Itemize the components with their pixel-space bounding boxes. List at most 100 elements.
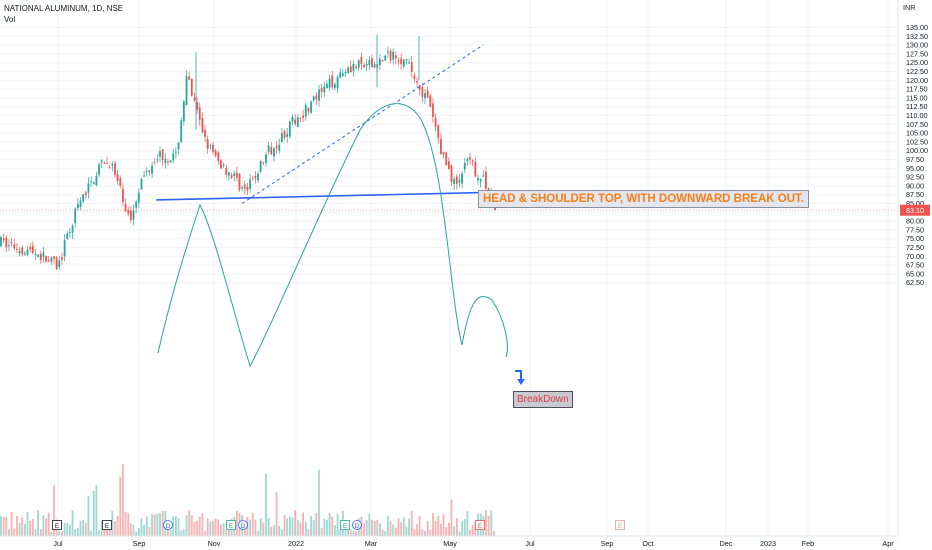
candle-body: [445, 152, 448, 166]
arrow-head-icon: [517, 379, 525, 385]
candle-body: [418, 85, 421, 90]
candle-body: [479, 179, 482, 182]
volume-bar: [442, 514, 445, 536]
volume-bar: [61, 531, 63, 536]
y-tick-label: 130.00: [906, 41, 928, 50]
candle-body: [0, 237, 2, 247]
candle-body: [320, 87, 323, 92]
candle-body: [373, 64, 376, 68]
volume-bar: [76, 527, 79, 536]
candle-body: [241, 186, 244, 189]
candle-body: [47, 260, 50, 262]
candle-body: [106, 163, 108, 165]
volume-bar: [363, 523, 365, 536]
candle-body: [164, 158, 167, 164]
candle-body: [172, 153, 175, 161]
candle-body: [206, 139, 209, 149]
volume-bar: [493, 531, 495, 536]
candle-body: [235, 172, 238, 178]
volume-bar: [408, 518, 410, 536]
candle-body: [5, 237, 8, 248]
candle-body: [122, 188, 124, 202]
candle-body: [111, 164, 114, 166]
volume-bar: [79, 520, 82, 536]
y-tick-label: 97.50: [906, 155, 924, 164]
svg-text:D: D: [355, 523, 360, 530]
volume-bar: [349, 529, 352, 536]
volume-bar: [98, 530, 100, 536]
candle-body: [251, 178, 254, 180]
volume-bar: [424, 531, 426, 536]
candle-body: [135, 201, 138, 208]
y-tick-label: 67.50: [906, 261, 924, 270]
volume-bar: [243, 525, 246, 536]
volume-bar: [485, 510, 487, 536]
candle-body: [34, 253, 37, 255]
candle-body: [182, 101, 185, 122]
volume-bar: [440, 524, 442, 536]
x-tick-label: 2022: [288, 539, 304, 548]
volume-bar: [275, 492, 278, 536]
volume-bar: [45, 518, 47, 536]
volume-label: Vol: [4, 15, 16, 24]
candle-body: [405, 59, 408, 61]
candle-body: [379, 58, 381, 65]
volume-bar: [299, 522, 302, 536]
volume-bar: [111, 510, 114, 536]
volume-bar: [397, 518, 400, 536]
volume-bar: [469, 529, 471, 536]
candle-body: [21, 247, 24, 255]
candle-body: [82, 194, 85, 202]
y-tick-label: 122.50: [906, 67, 928, 76]
time-axis[interactable]: Jul Sep Nov 2022 Mar May Jul Sep Oct Dec 2023 Feb Ap…: [53, 539, 894, 548]
candle-body: [410, 62, 413, 72]
y-tick-label: 105.00: [906, 129, 928, 138]
volume-bar: [434, 520, 437, 536]
candle-body: [275, 146, 278, 149]
volume-bar: [331, 516, 334, 536]
candle-body: [230, 175, 233, 178]
volume-bar: [225, 529, 228, 536]
y-tick-label: 107.50: [906, 120, 928, 129]
y-tick-label: 117.50: [906, 85, 927, 94]
candle-body: [461, 173, 463, 184]
candle-body: [145, 171, 148, 173]
candle-body: [402, 59, 405, 67]
earnings-e-icon: E: [615, 520, 625, 530]
volume-bar: [490, 510, 493, 536]
volume-bar: [257, 530, 259, 536]
volume-bar: [365, 520, 368, 536]
y-tick-label: 120.00: [906, 76, 928, 85]
candle-body: [69, 232, 71, 234]
volume-bar: [270, 526, 273, 536]
y-tick-label: 135.00: [906, 23, 928, 32]
volume-bar: [450, 499, 453, 536]
candle-body: [262, 162, 265, 164]
candle-body: [222, 164, 225, 166]
volume-bar: [249, 519, 251, 536]
candle-body: [421, 87, 424, 97]
breakdown-annotation[interactable]: BreakDown: [513, 391, 573, 408]
volume-bar: [421, 529, 424, 536]
candle-body: [238, 173, 241, 190]
candle-body: [471, 160, 474, 162]
candle-body: [315, 95, 318, 100]
price-axis[interactable]: 62.5065.0067.5070.0072.5075.0077.5080.00…: [900, 3, 930, 287]
candle-body: [328, 78, 331, 88]
volume-bar: [69, 524, 71, 536]
candle-body: [267, 145, 270, 152]
candle-body: [143, 175, 145, 177]
volume-bar: [294, 510, 297, 536]
candle-body: [153, 162, 156, 164]
volume-bar: [288, 516, 291, 536]
candle-body: [286, 133, 289, 137]
pattern-annotation[interactable]: HEAD & SHOULDER TOP, WITH DOWNWARD BREAK…: [478, 190, 809, 208]
volume-bar: [119, 476, 122, 536]
volume-bar: [402, 517, 405, 536]
x-tick-label: Mar: [365, 539, 378, 548]
x-tick-label: May: [443, 539, 457, 548]
candle-body: [185, 75, 188, 106]
